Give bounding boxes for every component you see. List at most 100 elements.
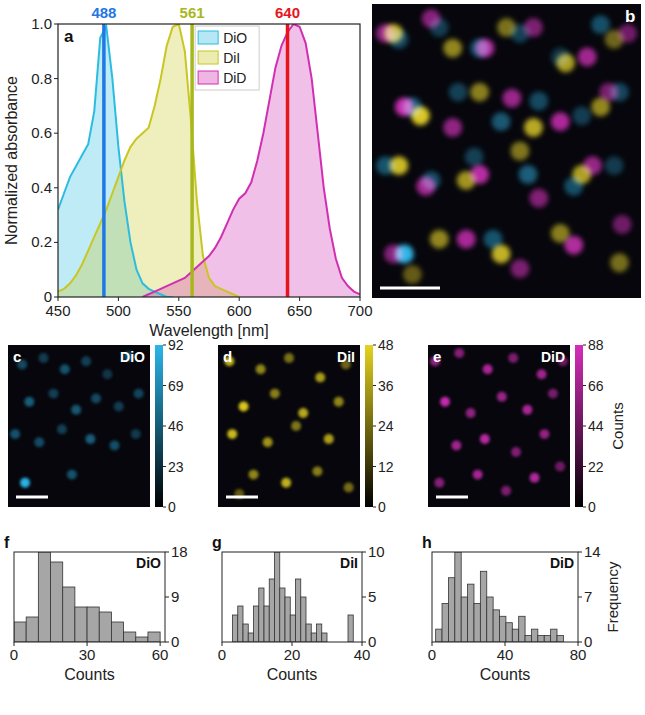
histogram-title: DiI — [340, 555, 358, 571]
colorbar-tick — [373, 426, 376, 427]
bar — [233, 615, 238, 642]
y-tick — [54, 297, 58, 298]
image-title: DiO — [120, 349, 145, 365]
bar — [531, 629, 537, 642]
x-tick — [178, 297, 179, 301]
y-tick — [54, 78, 58, 79]
spot — [524, 18, 543, 37]
plot-area — [58, 24, 360, 297]
bar — [544, 636, 550, 642]
bar — [301, 597, 306, 642]
legend: DiODiIDiD — [195, 26, 259, 90]
colorbar-tick-label: 46 — [168, 418, 184, 434]
y-tick-label: 18 — [171, 543, 188, 560]
spot — [416, 177, 435, 196]
laser-line — [102, 24, 106, 297]
bar — [269, 579, 274, 642]
bar — [280, 588, 285, 642]
spot — [256, 364, 266, 374]
x-tick-label: 500 — [106, 302, 131, 319]
spot — [430, 230, 449, 249]
legend-label: DiD — [223, 70, 246, 86]
histogram-panel: 040800714CountsFrequencyDiDh — [422, 534, 621, 683]
spot — [376, 24, 395, 43]
colorbar-tick — [373, 385, 376, 386]
y-tick-label: 10 — [368, 543, 385, 560]
scale-bar — [16, 496, 48, 499]
spot — [85, 434, 95, 444]
spot — [457, 230, 476, 249]
spot — [57, 424, 67, 434]
plot-area — [436, 552, 564, 642]
spot — [508, 353, 518, 363]
bar — [248, 633, 253, 642]
x-tick-label: 0 — [428, 646, 436, 663]
spot — [312, 466, 322, 476]
spot — [572, 106, 591, 125]
colorbar-tick-label: 23 — [168, 459, 184, 475]
bar — [468, 584, 474, 642]
histogram-panel: 030600918CountsDiOf — [4, 534, 188, 683]
spot — [395, 97, 414, 116]
colorbar-tick-label: 0 — [168, 499, 176, 515]
spectrum-line — [143, 24, 360, 297]
spot — [476, 39, 495, 58]
spot — [583, 156, 602, 175]
colorbar-tick-label: 92 — [168, 337, 184, 353]
spot — [511, 142, 530, 161]
bar — [551, 629, 557, 642]
bar — [525, 636, 531, 642]
spot — [227, 429, 237, 439]
area — [143, 24, 360, 297]
colorbar-tick-label: 0 — [588, 499, 596, 515]
spot — [599, 83, 618, 102]
bar — [474, 603, 480, 642]
spot — [451, 440, 461, 450]
y-tick — [578, 642, 582, 643]
spot — [556, 53, 575, 72]
bar — [63, 587, 75, 642]
spot — [131, 429, 141, 439]
y-tick-label: 14 — [584, 543, 601, 560]
spot — [548, 389, 558, 399]
bar — [519, 616, 525, 642]
bar — [557, 636, 563, 642]
colorbar-tick-label: 36 — [378, 378, 394, 394]
spot — [249, 470, 259, 480]
colorbar-tick-label: 88 — [588, 337, 604, 353]
bar — [136, 637, 148, 642]
y-tick-label: 1.0 — [31, 15, 52, 32]
spot — [10, 429, 20, 439]
spot — [610, 253, 629, 272]
scale-bar — [226, 496, 258, 499]
figure: 48856164045050055060065070000.20.40.60.8… — [0, 0, 645, 715]
spot — [454, 348, 464, 358]
colorbar-title: Counts — [609, 402, 626, 450]
x-tick — [58, 297, 59, 301]
y-tick — [54, 242, 58, 243]
laser-line — [190, 24, 194, 297]
y-tick — [362, 642, 366, 643]
spot — [344, 483, 354, 493]
plot-area — [14, 552, 160, 642]
image-background — [8, 345, 150, 507]
spot — [48, 389, 58, 399]
bar — [285, 597, 290, 642]
y-tick — [54, 187, 58, 188]
spot — [492, 244, 511, 263]
spot — [284, 353, 294, 363]
y-tick-label: 0 — [44, 288, 52, 305]
panel-letter: f — [4, 534, 10, 551]
spectrum-line — [58, 27, 173, 297]
spot — [239, 402, 249, 412]
bar — [111, 622, 123, 642]
y-tick — [54, 133, 58, 134]
panel-letter: c — [13, 348, 21, 365]
spot — [291, 421, 301, 431]
x-tick — [239, 297, 240, 301]
y-tick — [578, 597, 582, 598]
spot — [71, 405, 81, 415]
colorbar-tick — [583, 426, 586, 427]
colorbar-tick — [163, 507, 166, 508]
colorbar-tick-label: 0 — [378, 499, 386, 515]
